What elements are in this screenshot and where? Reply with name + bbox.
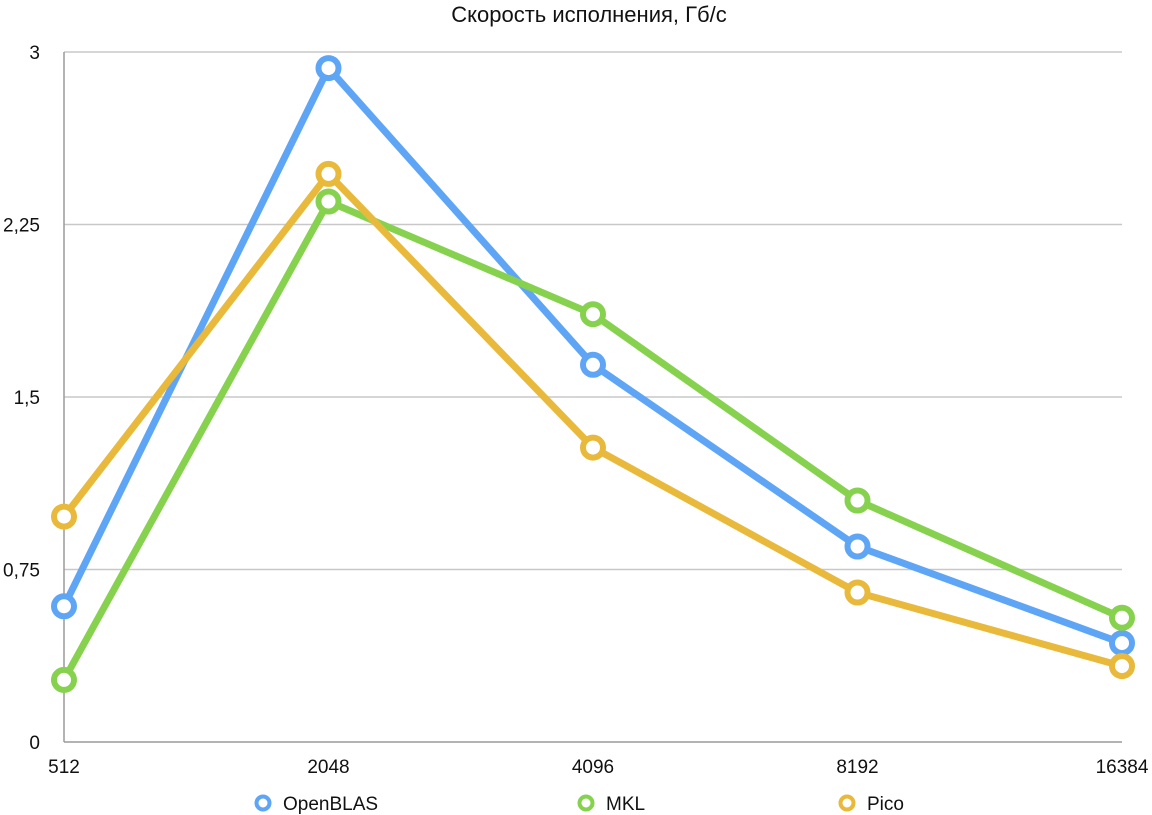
- x-tick-label-16384: 16384: [1096, 757, 1149, 778]
- legend: OpenBLAS MKL Pico: [254, 794, 904, 815]
- point-pico-2048: [315, 160, 342, 187]
- y-tick-label-2-25: 2,25: [3, 216, 40, 237]
- x-axis-labels: 512 2048 4096 8192 16384: [48, 757, 1149, 778]
- point-pico-8192: [844, 579, 871, 606]
- legend-label-mkl: MKL: [606, 794, 645, 815]
- legend-marker-pico: [838, 794, 856, 812]
- point-openblas-4096: [580, 351, 606, 378]
- point-pico-16384: [1109, 653, 1135, 680]
- x-tick-label-4096: 4096: [572, 757, 614, 778]
- point-mkl-512: [51, 666, 77, 693]
- series-layer: [51, 55, 1135, 693]
- chart-title: Скорость исполнения, Гб/с: [451, 2, 727, 27]
- legend-marker-openblas: [254, 794, 272, 812]
- series-openblas: [51, 55, 1135, 657]
- point-mkl-2048: [315, 188, 342, 215]
- series-mkl: [51, 188, 1135, 693]
- legend-label-pico: Pico: [867, 794, 904, 815]
- x-tick-label-2048: 2048: [307, 757, 349, 778]
- point-openblas-2048: [315, 55, 342, 82]
- y-tick-label-1-5: 1,5: [14, 388, 40, 409]
- legend-item-openblas: OpenBLAS: [254, 794, 378, 815]
- legend-marker-mkl: [577, 794, 595, 812]
- legend-item-mkl: MKL: [577, 794, 645, 815]
- legend-item-pico: Pico: [838, 794, 904, 815]
- point-mkl-8192: [844, 487, 871, 514]
- point-pico-4096: [580, 434, 606, 461]
- y-axis-labels: 0 0,75 1,5 2,25 3: [3, 43, 40, 754]
- point-openblas-16384: [1109, 630, 1135, 657]
- point-openblas-512: [51, 593, 77, 620]
- x-tick-label-512: 512: [48, 757, 80, 778]
- series-line-pico: [60, 170, 1126, 670]
- y-tick-label-0-75: 0,75: [3, 561, 40, 582]
- legend-label-openblas: OpenBLAS: [283, 794, 378, 815]
- grid-layer: [64, 51, 1122, 743]
- y-tick-label-0: 0: [29, 733, 40, 754]
- y-tick-label-3: 3: [29, 43, 40, 64]
- point-mkl-16384: [1109, 604, 1135, 631]
- point-pico-512: [51, 503, 77, 530]
- point-openblas-8192: [844, 533, 871, 560]
- series-pico: [51, 160, 1135, 680]
- x-tick-label-8192: 8192: [836, 757, 878, 778]
- point-mkl-4096: [580, 301, 606, 328]
